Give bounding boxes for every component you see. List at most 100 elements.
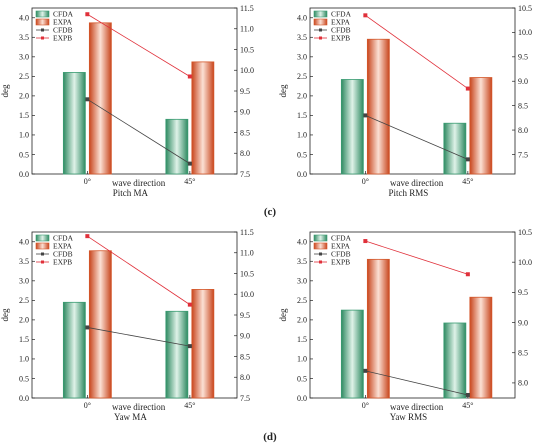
chart-panel-4: 0.0 0.5 1.0 1.5 2.0 2.5 3.0 3.5 4.0 8.0 8.5 9.0 9.5 1… <box>278 228 532 422</box>
right-tick-label: 9.0 <box>240 108 250 117</box>
series-line-expb <box>365 14 469 89</box>
right-tick-label: 9.0 <box>518 318 528 327</box>
point-cfdb-1 <box>85 97 90 102</box>
right-tick-label: 8.0 <box>518 126 528 135</box>
right-tick-label: 11.0 <box>240 25 254 34</box>
left-tick-label: 0.5 <box>297 374 307 383</box>
legend-label-cfda: CFDA <box>331 10 352 19</box>
left-tick-label: 2.0 <box>297 316 307 325</box>
legend-label-expb: EXPB <box>53 258 72 267</box>
legend-swatch-expa <box>313 18 328 26</box>
point-expb-2 <box>465 272 470 277</box>
left-tick-label: 1.0 <box>19 355 29 364</box>
left-tick-label: 2.5 <box>297 72 307 81</box>
x-tick-label: 45° <box>184 177 195 186</box>
left-tick-label: 0.0 <box>297 394 307 403</box>
x-tick-label: 0° <box>362 401 369 410</box>
right-tick-label: 11.5 <box>240 4 254 13</box>
point-cfdb-2 <box>465 392 470 397</box>
left-tick-label: 3.0 <box>19 277 29 286</box>
legend-swatch-cfda <box>313 10 328 18</box>
point-cfdb-1 <box>363 368 368 373</box>
legend-marker-expb <box>41 36 44 40</box>
point-expb-2 <box>465 86 470 91</box>
right-tick-label: 9.5 <box>518 288 528 297</box>
left-tick-label: 1.0 <box>297 131 307 140</box>
point-cfdb-2 <box>187 344 192 349</box>
left-tick-label: 1.5 <box>19 335 29 344</box>
left-tick-label: 4.0 <box>297 14 307 23</box>
point-expb-1 <box>363 13 368 18</box>
panel-label-d: (d) <box>263 431 277 443</box>
bar-expa-2 <box>191 289 215 399</box>
left-tick-label: 2.0 <box>297 92 307 101</box>
legend-label-cfdb: CFDB <box>53 26 73 35</box>
point-expb-2 <box>187 74 192 79</box>
legend-swatch-cfda <box>35 234 50 242</box>
left-tick-label: 0.5 <box>19 374 29 383</box>
point-cfdb-2 <box>465 157 470 162</box>
left-tick-label: 3.5 <box>19 257 29 266</box>
right-tick-label: 11.5 <box>240 228 254 237</box>
series-line-expb <box>87 13 191 77</box>
legend-label-expb: EXPB <box>331 34 350 43</box>
point-expb-1 <box>85 12 90 17</box>
left-tick-label: 3.5 <box>297 257 307 266</box>
bar-expa-2 <box>469 77 493 175</box>
legend-label-expa: EXPA <box>331 18 350 27</box>
right-tick-label: 7.5 <box>518 150 528 159</box>
left-tick-label: 3.0 <box>19 53 29 62</box>
x-tick-label: 0° <box>362 177 369 186</box>
chart-title: Yaw RMS <box>390 412 427 422</box>
left-tick-label: 4.0 <box>297 238 307 247</box>
left-tick-label: 1.5 <box>297 111 307 120</box>
bar-cfda-2 <box>165 118 189 175</box>
x-tick-label: 45° <box>462 177 473 186</box>
legend-label-cfda: CFDA <box>53 234 74 243</box>
chart-title: Pitch RMS <box>389 188 429 198</box>
legend-swatch-expa <box>35 18 50 26</box>
right-tick-label: 10.5 <box>240 269 254 278</box>
series-line-cfdb <box>365 115 469 160</box>
right-tick-label: 10.0 <box>240 290 254 299</box>
panel-label-c: (c) <box>264 206 277 218</box>
right-tick-label: 8.0 <box>240 149 250 158</box>
right-tick-label: 8.5 <box>240 128 250 137</box>
legend-label-cfdb: CFDB <box>53 250 73 259</box>
left-tick-label: 3.5 <box>19 33 29 42</box>
point-expb-1 <box>85 234 90 239</box>
right-tick-label: 7.5 <box>240 394 250 403</box>
left-tick-label: 0.5 <box>19 150 29 159</box>
right-tick-label: 9.0 <box>240 332 250 341</box>
legend-marker-expb <box>41 260 44 264</box>
right-tick-label: 10.0 <box>518 258 532 267</box>
point-expb-1 <box>363 239 368 244</box>
bar-expa-2 <box>191 61 215 175</box>
plot-frame <box>309 7 516 175</box>
right-tick-label: 9.5 <box>240 87 250 96</box>
left-tick-label: 2.5 <box>297 296 307 305</box>
right-tick-label: 10.0 <box>518 28 532 37</box>
left-tick-label: 0.0 <box>297 170 307 179</box>
bar-expa-1 <box>366 38 390 175</box>
y-axis-label: deg <box>278 84 288 97</box>
legend-label-cfdb: CFDB <box>331 26 351 35</box>
point-cfdb-1 <box>363 113 368 118</box>
legend-label-expa: EXPA <box>53 18 72 27</box>
y-axis-label: deg <box>278 308 288 321</box>
right-tick-label: 8.5 <box>240 352 250 361</box>
bar-cfda-1 <box>340 309 364 399</box>
x-axis-label: wave direction <box>390 402 444 412</box>
legend-marker-cfdb <box>319 252 322 256</box>
bar-cfda-2 <box>165 310 189 399</box>
bar-expa-1 <box>366 258 390 399</box>
chart-panel-3: 0.0 0.5 1.0 1.5 2.0 2.5 3.0 3.5 4.0 7.5 8.0 8.5 9.0 9… <box>0 228 254 422</box>
left-tick-label: 4.0 <box>19 14 29 23</box>
x-tick-label: 45° <box>184 401 195 410</box>
right-tick-label: 11.0 <box>240 249 254 258</box>
left-tick-label: 4.0 <box>19 238 29 247</box>
legend-marker-expb <box>319 36 322 40</box>
series-line-expb <box>365 240 468 275</box>
left-tick-label: 0.5 <box>297 150 307 159</box>
